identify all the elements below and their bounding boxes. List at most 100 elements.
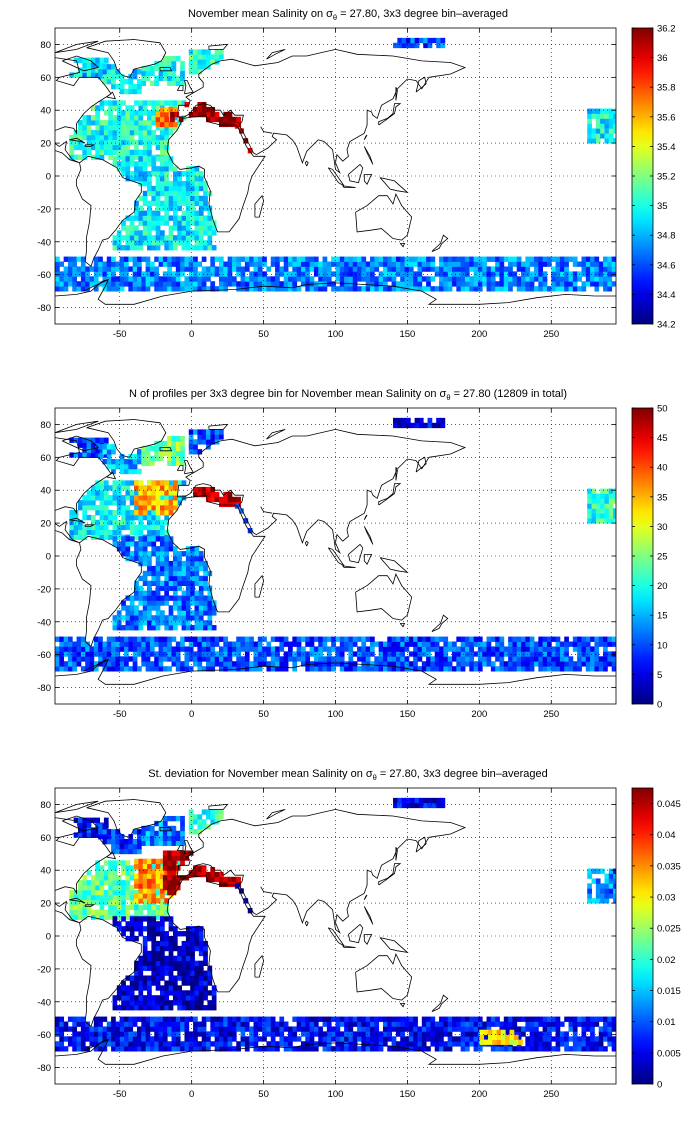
data-cell [129,610,135,616]
data-cell [218,1041,224,1047]
data-cell [90,442,96,448]
data-cell [160,121,165,128]
data-cell [400,1031,405,1037]
data-cell [198,610,204,616]
data-cell [318,641,323,647]
data-cell [121,909,126,916]
data-cell [125,524,131,531]
data-cell [207,210,213,216]
data-cell [357,271,362,277]
data-cell [167,435,172,442]
y-tick-label: 0 [46,172,51,183]
data-cell [227,1036,233,1042]
data-cell [464,636,470,642]
data-cell [534,656,539,662]
data-cell [413,1046,418,1052]
data-cell [129,156,135,162]
data-cell [132,636,138,642]
data-cell [594,266,600,272]
data-cell [147,625,152,631]
data-cell [339,1036,345,1042]
data-cell [521,641,526,647]
data-cell [80,641,86,647]
data-cell [283,261,289,267]
data-cell [136,286,142,292]
data-cell [194,210,200,216]
data-cell [185,995,191,1001]
data-cell [111,468,116,475]
data-cell [231,1036,237,1042]
data-cell [400,256,405,262]
data-cell [521,286,526,292]
data-cell [607,641,613,647]
data-cell [147,570,152,577]
data-cell [103,139,109,146]
data-cell [167,875,172,881]
data-cell [151,529,157,536]
data-cell [95,860,100,866]
data-cell [218,281,224,287]
data-cell [160,955,165,962]
data-cell [168,235,174,241]
data-cell [158,60,164,67]
data-cell [119,641,125,647]
data-cell [508,641,513,647]
data-cell [136,271,142,277]
data-cell [86,505,92,511]
data-cell [283,656,289,662]
data-cell [600,133,605,139]
data-cell [154,445,159,452]
data-cell [142,888,148,894]
coastline-philippines [363,526,374,545]
data-cell [136,636,142,642]
data-cell [594,261,600,267]
data-cell [495,256,500,262]
data-cell [129,894,135,901]
data-cell [134,980,139,986]
data-cell [164,125,170,131]
data-cell [73,909,79,916]
data-cell [154,450,159,457]
data-cell [134,166,139,172]
data-cell [72,1031,77,1037]
data-cell [456,286,462,292]
data-cell [244,1036,250,1042]
data-cell [141,835,147,842]
coastline-antarctic-peninsula [83,659,109,672]
data-cell [374,286,380,292]
data-cell [572,256,578,262]
data-cell [529,261,535,267]
data-cell [193,656,198,662]
data-cell [400,661,405,667]
data-cell [134,904,139,911]
data-cell [95,822,100,828]
data-cell [331,1026,336,1032]
data-cell [149,281,155,287]
data-cell [112,524,118,531]
data-cell [249,646,254,652]
data-cell [99,885,105,891]
data-cell [206,266,211,272]
data-cell [603,256,608,262]
data-cell [180,855,185,861]
data-cell [188,809,194,815]
data-cell [108,120,113,126]
data-cell [440,42,446,49]
data-cell [116,894,122,901]
data-cell [244,1041,250,1047]
data-cell [138,909,144,916]
data-cell [387,1036,392,1042]
data-cell [154,656,159,662]
data-cell [194,600,200,606]
data-cell [124,1031,129,1037]
data-cell [80,651,86,657]
data-cell [486,651,492,657]
data-cell [249,261,254,267]
data-cell [90,899,96,906]
data-cell [78,67,83,73]
data-cell [160,975,165,981]
data-cell [413,276,418,282]
data-cell [119,656,125,662]
data-cell [214,661,220,667]
data-cell [188,819,194,825]
